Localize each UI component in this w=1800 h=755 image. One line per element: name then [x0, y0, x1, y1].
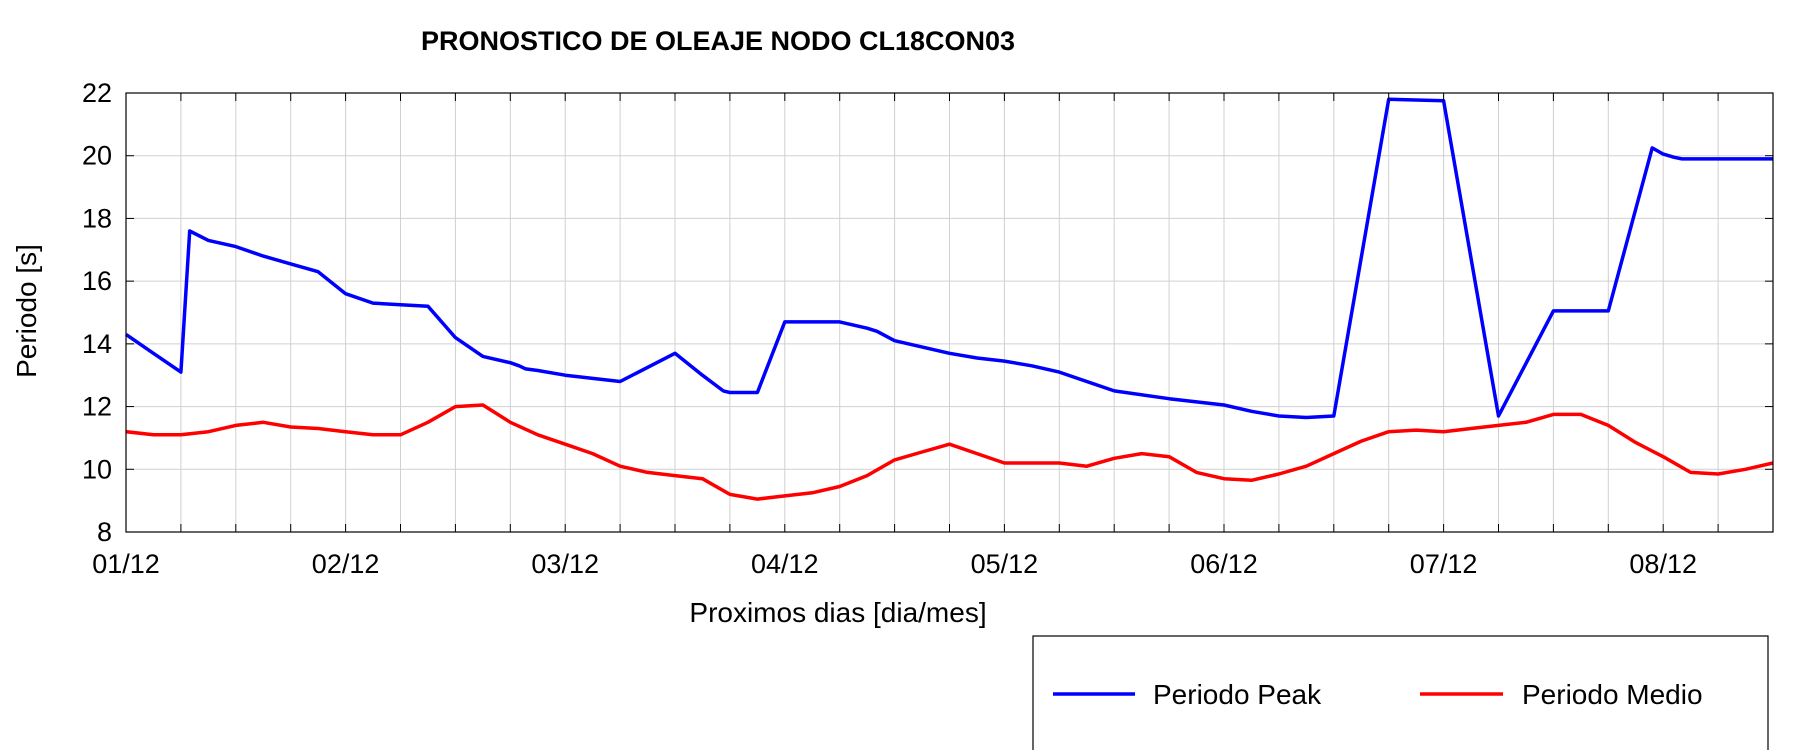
x-tick-label: 06/12 — [1190, 549, 1258, 579]
y-tick-label: 16 — [82, 266, 112, 296]
x-tick-label: 02/12 — [312, 549, 380, 579]
x-tick-label: 05/12 — [971, 549, 1039, 579]
series-line-periodo-peak — [125, 97, 1773, 420]
y-tick-label: 8 — [97, 517, 112, 547]
x-tick-labels: 01/12 02/12 03/12 04/12 05/12 06/12 07/12 08/12 — [92, 549, 1697, 579]
y-tick-label: 14 — [82, 329, 112, 359]
x-tick-label: 07/12 — [1410, 549, 1478, 579]
y-tick-label: 22 — [82, 78, 112, 108]
legend-label-periodo-peak: Periodo Peak — [1153, 679, 1322, 710]
y-tick-label: 20 — [82, 141, 112, 171]
legend-box — [1032, 635, 1769, 754]
y-tick-label: 10 — [82, 454, 112, 484]
x-tick-label: 03/12 — [531, 549, 599, 579]
tick-marks — [125, 92, 1774, 533]
x-tick-label: 01/12 — [92, 549, 160, 579]
legend-label-periodo-medio: Periodo Medio — [1522, 679, 1703, 710]
x-tick-label: 04/12 — [751, 549, 819, 579]
x-tick-label: 08/12 — [1629, 549, 1697, 579]
y-tick-label: 12 — [82, 392, 112, 422]
grid — [125, 92, 1774, 533]
chart-title: PRONOSTICO DE OLEAJE NODO CL18CON03 — [421, 26, 1015, 56]
y-axis-label: Periodo [s] — [11, 244, 42, 378]
y-tick-label: 18 — [82, 203, 112, 233]
series-layer — [125, 97, 1774, 501]
y-tick-labels: 8 10 12 14 16 18 20 22 — [82, 78, 112, 547]
x-axis-label: Proximos dias [dia/mes] — [689, 597, 986, 628]
legend: Periodo Peak Periodo Medio — [1032, 635, 1769, 754]
series-line-periodo-medio — [125, 403, 1774, 501]
